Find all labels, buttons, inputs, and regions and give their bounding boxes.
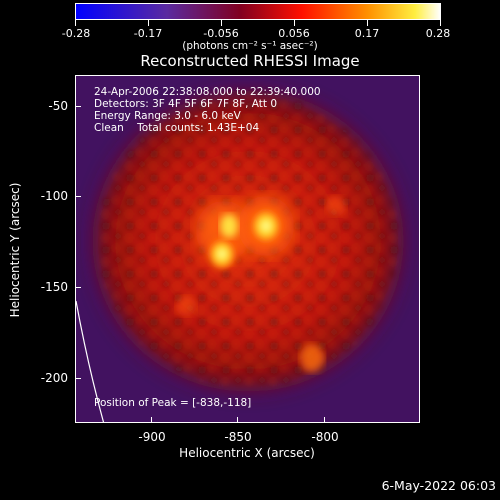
colorbar-tick-label: 0.28 [425, 27, 451, 40]
x-tick-label: -850 [224, 430, 252, 444]
y-tick [75, 287, 81, 288]
time-range-text: 24-Apr-2006 22:38:08.000 to 22:39:40.000 [94, 86, 321, 98]
y-tick-label: -50 [48, 99, 68, 113]
colorbar-tick-label: -0.17 [133, 27, 163, 40]
timestamp: 6-May-2022 06:03 [381, 478, 496, 493]
y-tick-label: -150 [40, 280, 68, 294]
colorbar-tick [367, 20, 368, 26]
y-tick [75, 378, 81, 379]
colorbar [75, 3, 441, 20]
x-axis-label: Heliocentric X (arcsec) [179, 446, 315, 460]
x-tick-label: -800 [311, 430, 339, 444]
y-axis-label: Heliocentric Y (arcsec) [8, 182, 22, 318]
solar-emission-map [76, 76, 419, 422]
colorbar-tick-label: -0.056 [203, 27, 239, 40]
x-tick [151, 417, 152, 423]
colorbar-tick [221, 20, 222, 26]
solar-image-plot [75, 75, 420, 423]
colorbar-tick [75, 20, 76, 26]
energy-range-text: Energy Range: 3.0 - 6.0 keV [94, 110, 241, 122]
colorbar-tick [294, 20, 295, 26]
detectors-text: Detectors: 3F 4F 5F 6F 7F 8F, Att 0 [94, 98, 278, 110]
x-tick-label: -900 [138, 430, 166, 444]
y-tick [75, 196, 81, 197]
y-tick-label: -100 [40, 189, 68, 203]
clean-counts-text: Clean Total counts: 1.43E+04 [94, 122, 260, 134]
colorbar-tick-label: -0.28 [61, 27, 91, 40]
peak-position-text: Position of Peak = [-838,-118] [94, 397, 252, 409]
image-title: Reconstructed RHESSI Image [140, 52, 360, 70]
x-tick [237, 417, 238, 423]
colorbar-units-label: (photons cm⁻² s⁻¹ asec⁻²) [182, 40, 318, 52]
x-tick [324, 417, 325, 423]
colorbar-tick [148, 20, 149, 26]
y-tick-label: -200 [40, 371, 68, 385]
colorbar-tick-label: 0.17 [354, 27, 380, 40]
y-tick [75, 106, 81, 107]
solar-limb-line [76, 300, 105, 422]
colorbar-tick [440, 20, 441, 26]
colorbar-tick-label: 0.056 [278, 27, 310, 40]
